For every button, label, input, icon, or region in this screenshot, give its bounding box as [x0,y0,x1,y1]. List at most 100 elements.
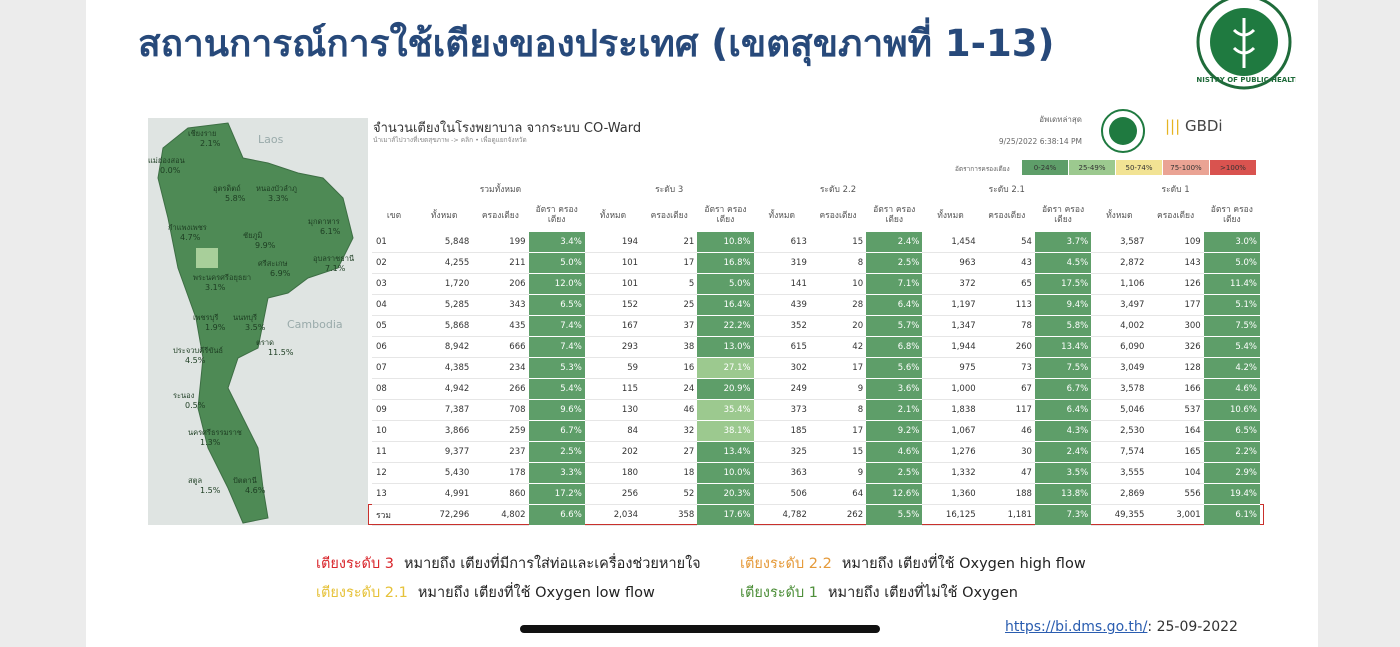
column-header: ทั้งหมด [430,211,458,221]
count-cell: 1,000 [922,379,979,400]
column-header: อัตรา ครองเตียง [704,205,747,225]
rate-cell: 5.3% [528,358,585,379]
count-cell: 506 [753,484,810,505]
rate-cell: 6.4% [866,295,923,316]
rate-cell: 2.5% [866,463,923,484]
map-label-name: เชียงราย [188,129,217,138]
rate-cell: 7.4% [528,316,585,337]
legend-item: 75-100% [1163,160,1209,175]
count-cell: 256 [584,484,642,505]
map-label-name: ตราด [256,338,274,347]
small-logo [1101,109,1145,153]
count-cell: 556 [1147,484,1204,505]
column-header: ทั้งหมด [937,211,964,221]
rate-cell: 3.5% [1034,463,1092,484]
rate-cell: 19.4% [1203,484,1260,505]
count-cell: 4,991 [416,484,473,505]
column-header: เขต [386,211,402,221]
row-label: 02 [372,253,416,274]
map-label-value: 7.1% [325,264,346,273]
count-cell: 59 [584,358,642,379]
rate-cell: 3.4% [528,232,585,253]
rate-cell: 5.8% [1034,316,1092,337]
home-indicator [520,625,880,633]
count-cell: 32 [641,421,698,442]
map-label-name: กำแพงเพชร [168,223,207,232]
count-cell: 3,555 [1091,463,1148,484]
count-cell: 4,255 [416,253,473,274]
map-label-name: หนองบัวลำภู [256,184,297,193]
count-cell: 8 [809,400,867,421]
count-cell: 439 [753,295,810,316]
rate-cell: 3.7% [1034,232,1092,253]
map-label-name: ระนอง [173,391,195,400]
column-header: อัตรา ครองเตียง [535,205,578,225]
legend-item: 50-74% [1116,160,1162,175]
rate-cell: 6.7% [1034,379,1092,400]
count-cell: 38 [641,337,698,358]
source-date: : 25-09-2022 [1147,619,1238,635]
column-header: ครองเตียง [650,211,688,221]
slide-title: สถานการณ์การใช้เตียงของประเทศ (เขตสุขภาพ… [138,22,1055,65]
count-cell: 178 [472,463,529,484]
map-label-name: นครศรีธรรมราช [188,428,242,437]
rate-cell: 5.6% [866,358,923,379]
count-cell: 5,868 [416,316,473,337]
map-label-value: 0.5% [185,401,206,410]
note-term: เตียงระดับ 1 [740,585,818,601]
rate-cell: 7.3% [1034,505,1092,526]
count-cell: 3,587 [1091,232,1148,253]
rate-cell: 6.4% [1034,400,1092,421]
map-label-value: 2.1% [200,139,221,148]
count-cell: 9 [809,463,867,484]
rate-cell: 2.4% [1034,442,1092,463]
map-label-value: 1.5% [200,486,221,495]
map-country: Cambodia [287,318,343,331]
count-cell: 2,034 [584,505,642,526]
rate-cell: 5.4% [528,379,585,400]
count-cell: 3,578 [1091,379,1148,400]
map-label-name: มุกดาหาร [308,217,340,226]
column-header: ครองเตียง [481,211,519,221]
count-cell: 1,347 [922,316,979,337]
count-cell: 352 [753,316,810,337]
count-cell: 206 [472,274,529,295]
map [148,118,368,525]
legend-item: 25-49% [1069,160,1115,175]
source: https://bi.dms.go.th/: 25-09-2022 [1005,619,1238,635]
count-cell: 143 [1147,253,1204,274]
count-cell: 202 [584,442,642,463]
count-cell: 4,802 [472,505,529,526]
count-cell: 194 [584,232,642,253]
rate-cell: 5.1% [1203,295,1260,316]
count-cell: 1,332 [922,463,979,484]
count-cell: 141 [753,274,810,295]
map-label-value: 3.5% [245,323,266,332]
row-label: 01 [372,232,416,253]
count-cell: 615 [753,337,810,358]
count-cell: 17 [809,358,867,379]
count-cell: 72,296 [416,505,473,526]
map-label-name: ศรีสะเกษ [258,259,288,268]
count-cell: 84 [584,421,642,442]
row-label: 12 [372,463,416,484]
rate-cell: 4.6% [866,442,923,463]
rate-cell: 6.7% [528,421,585,442]
count-cell: 358 [641,505,698,526]
legend-item: 0-24% [1022,160,1068,175]
count-cell: 21 [641,232,698,253]
rate-cell: 5.4% [1203,337,1260,358]
count-cell: 152 [584,295,642,316]
rate-cell: 16.8% [697,253,754,274]
note-desc: หมายถึง เตียงที่ใช้ Oxygen low flow [417,585,655,601]
column-header: ทั้งหมด [1106,211,1133,221]
count-cell: 1,360 [922,484,979,505]
source-link[interactable]: https://bi.dms.go.th/ [1005,619,1148,635]
count-cell: 8 [809,253,867,274]
rate-cell: 5.0% [697,274,754,295]
rate-cell: 2.1% [866,400,923,421]
row-label: 08 [372,379,416,400]
note-term: เตียงระดับ 2.1 [316,585,408,601]
rate-cell: 7.5% [1203,316,1260,337]
count-cell: 52 [641,484,698,505]
